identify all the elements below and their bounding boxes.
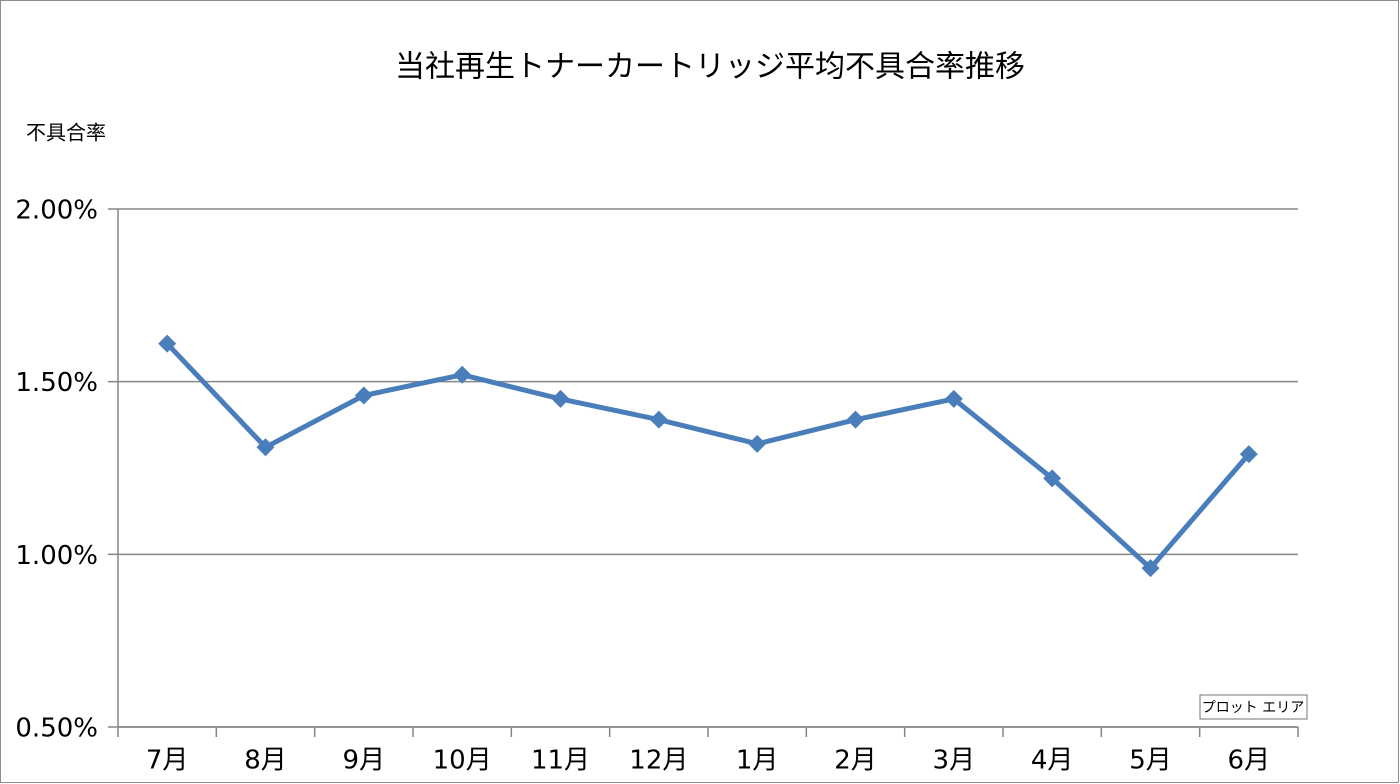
x-tick-label: 7月 — [146, 746, 189, 776]
marker — [158, 334, 177, 353]
marker — [1239, 445, 1258, 464]
tooltip-box — [1199, 694, 1308, 720]
marker — [944, 389, 963, 408]
marker — [354, 386, 373, 405]
marker — [256, 438, 275, 457]
x-tick-label: 5月 — [1129, 746, 1172, 776]
x-tick-label: 2月 — [834, 746, 877, 776]
y-tick-label: 1.50% — [15, 368, 98, 398]
series-line — [165, 341, 1251, 571]
y-axis-title: 不具合率 — [26, 121, 106, 145]
marker — [453, 365, 472, 384]
x-tick-label: 11月 — [531, 746, 590, 776]
y-tick-label: 1.00% — [15, 541, 98, 571]
y-tick-label: 0.50% — [15, 714, 98, 744]
x-tick-label: 10月 — [433, 746, 492, 776]
x-tick-label: 4月 — [1031, 746, 1074, 776]
marker — [551, 389, 570, 408]
x-tick-label: 1月 — [736, 746, 779, 776]
chart-title: 当社再生トナーカートリッジ平均不具合率推移 — [395, 50, 1025, 85]
marker — [1043, 469, 1062, 488]
y-tick-label: 2.00% — [15, 196, 98, 226]
marker — [649, 410, 668, 429]
marker — [1141, 559, 1160, 578]
marker — [846, 410, 865, 429]
x-tick-label: 6月 — [1228, 746, 1271, 776]
x-tick-label: 9月 — [343, 746, 386, 776]
x-tick-label: 8月 — [244, 746, 287, 776]
x-tick-label: 3月 — [933, 746, 976, 776]
tooltip: プロット エリア — [1202, 700, 1304, 716]
x-tick-label: 12月 — [629, 746, 688, 776]
marker — [748, 434, 767, 453]
